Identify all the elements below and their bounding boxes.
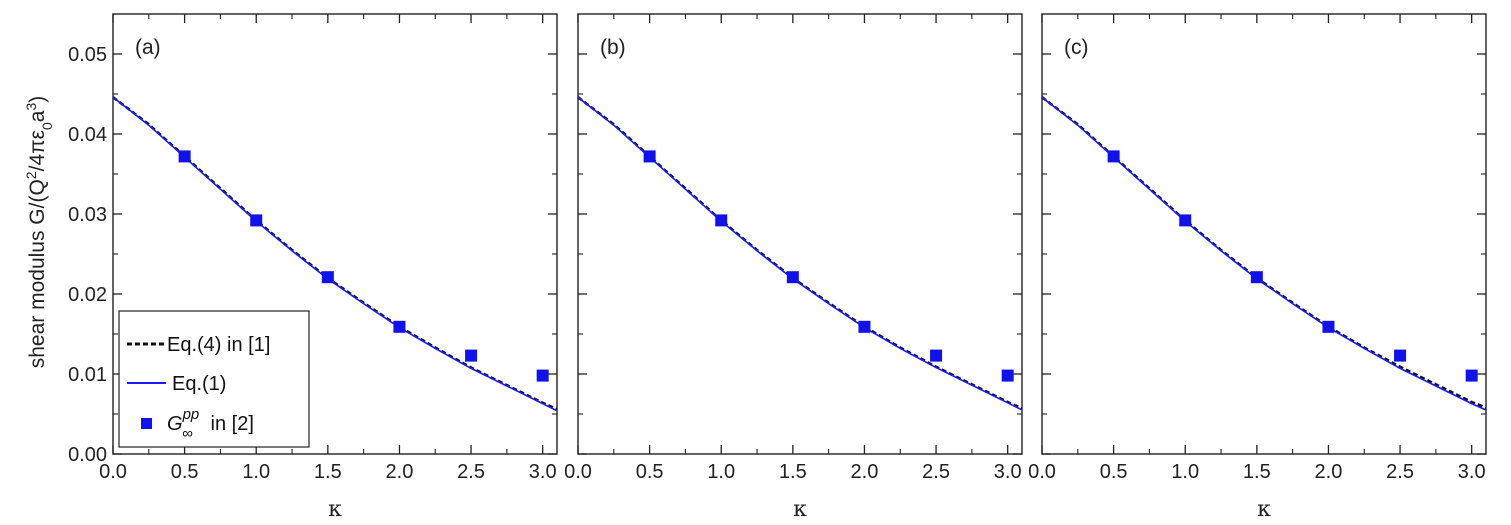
y-label-mid: /4πε: [26, 130, 49, 171]
y-label-prefix: shear modulus G/(Q: [26, 179, 49, 368]
series-line-eq4: [577, 96, 1023, 410]
y-axis-label: shear modulus G/(Q2/4πε0a3): [23, 96, 55, 369]
y-tick-label: 0.05: [68, 44, 107, 66]
legend-marker-G: G: [167, 413, 183, 435]
data-marker: [1465, 369, 1478, 382]
x-tick-label: 2.5: [1386, 461, 1414, 483]
data-marker: [786, 271, 799, 284]
x-tick-label: 2.5: [922, 461, 950, 483]
series-line-eq4: [1041, 96, 1487, 409]
x-tick-label: 0.5: [636, 461, 664, 483]
series-line-eq1: [112, 96, 558, 412]
y-label-suffix: ): [26, 96, 49, 103]
x-axis-label: κ: [328, 497, 342, 522]
data-marker: [393, 320, 406, 333]
legend-solid-label: Eq.(1): [172, 373, 226, 395]
legend-marker-swatch: [141, 418, 152, 429]
data-marker: [178, 150, 191, 163]
data-marker: [1394, 349, 1407, 362]
y-tick-label: 0.04: [68, 124, 107, 146]
x-tick-label: 1.0: [707, 461, 735, 483]
plot-frame: [577, 13, 1023, 455]
legend-box: [118, 310, 310, 448]
series-line-eq1: [1041, 96, 1487, 411]
series-line-eq1: [577, 96, 1023, 411]
x-tick-label: 2.0: [851, 461, 879, 483]
data-marker: [1001, 369, 1014, 382]
legend-marker-tail: in [2]: [205, 413, 254, 435]
panel-b: 0.0 0.5 1.0 1.5 2.0 2.5 3.0 κ (b): [564, 13, 1023, 522]
x-tick-label: 1.5: [779, 461, 807, 483]
plot-frame: [112, 13, 558, 455]
x-tick-label: 0.0: [564, 461, 592, 483]
y-tick-label: 0.01: [68, 364, 107, 386]
y-tick-label: 0.02: [68, 284, 107, 306]
data-marker: [1179, 214, 1192, 227]
data-marker: [465, 349, 478, 362]
x-axis-label: κ: [1257, 497, 1271, 522]
panel-label: (b): [600, 36, 626, 59]
data-marker: [250, 214, 263, 227]
y-tick-label: 0.03: [68, 204, 107, 226]
legend: Eq.(4) in [1] Eq.(1) Gpp ∞ in [2]: [118, 310, 310, 448]
data-marker: [1250, 271, 1263, 284]
x-tick-label: 1.5: [1243, 461, 1271, 483]
data-marker: [858, 320, 871, 333]
data-marker: [321, 271, 334, 284]
x-tick-label: 3.0: [529, 461, 557, 483]
y-label-sup1: 2: [23, 171, 39, 179]
panel-label: (c): [1064, 36, 1089, 59]
y-tick-label: 0.00: [68, 444, 107, 466]
x-tick-label: 1.0: [1171, 461, 1199, 483]
x-tick-label: 0.0: [99, 461, 127, 483]
y-label-sub: 0: [39, 122, 55, 130]
x-tick-label: 0.5: [1100, 461, 1128, 483]
x-tick-label: 2.5: [457, 461, 485, 483]
legend-marker-sub: ∞: [182, 425, 193, 442]
panel-label: (a): [135, 36, 161, 59]
x-tick-label: 2.0: [1315, 461, 1343, 483]
x-tick-label: 0.0: [1028, 461, 1056, 483]
x-tick-label: 1.5: [314, 461, 342, 483]
y-label-sup2: 3: [23, 103, 39, 111]
legend-dashed-label: Eq.(4) in [1]: [167, 334, 270, 356]
legend-marker-sup: pp: [182, 406, 200, 423]
panel-c: 0.0 0.5 1.0 1.5 2.0 2.5 3.0 κ (c): [1028, 13, 1487, 522]
x-tick-label: 1.0: [242, 461, 270, 483]
legend-marker-label: Gpp ∞ in [2]: [167, 406, 254, 442]
x-axis-label: κ: [793, 497, 807, 522]
x-tick-label: 2.0: [386, 461, 414, 483]
x-tick-label: 3.0: [1458, 461, 1486, 483]
data-marker: [715, 214, 728, 227]
data-marker: [1322, 320, 1335, 333]
x-tick-label: 3.0: [994, 461, 1022, 483]
data-marker: [536, 369, 549, 382]
panel-a: 0.0 0.5 1.0 1.5 2.0 2.5 3.0 0.00 0.01 0.02 0.03 0.0…: [68, 13, 558, 522]
data-marker: [1107, 150, 1120, 163]
data-marker: [930, 349, 943, 362]
plot-frame: [1041, 13, 1487, 455]
y-label-mid2: a: [26, 110, 49, 122]
x-tick-label: 0.5: [171, 461, 199, 483]
data-marker: [643, 150, 656, 163]
